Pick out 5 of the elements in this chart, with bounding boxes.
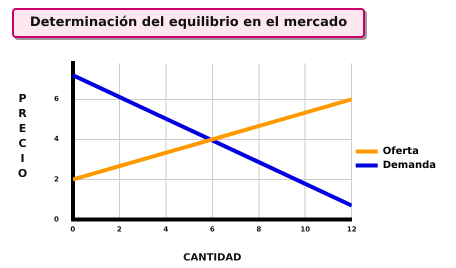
x-axis-title: CANTIDAD [183,252,242,264]
legend-label: Oferta [382,146,419,158]
legend-label: Demanda [382,160,436,172]
y-axis-title: PRECIO [16,92,29,182]
chart-title: Determinación del equilibrio en el mercado [12,8,365,38]
